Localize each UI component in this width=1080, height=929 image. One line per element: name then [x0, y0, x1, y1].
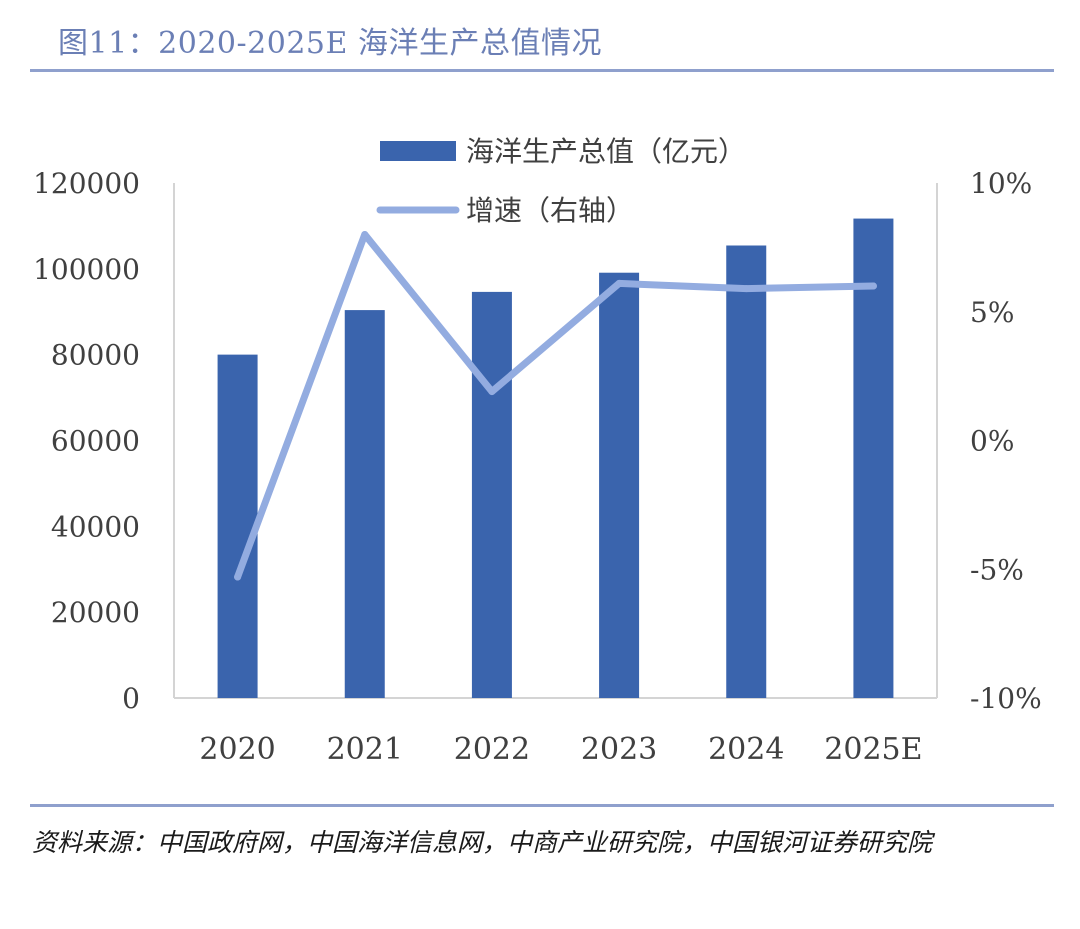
growth-point-2020: [234, 573, 242, 581]
right-tick-label: 10%: [970, 167, 1032, 200]
left-tick-label: 20000: [51, 596, 140, 629]
right-tick-label: 5%: [970, 296, 1014, 329]
source-rule: [30, 804, 1054, 807]
figure-title: 图11：2020-2025E 海洋生产总值情况: [58, 26, 602, 61]
x-tick-label: 2023: [581, 732, 657, 767]
left-tick-label: 0: [122, 682, 140, 715]
left-tick-label: 40000: [51, 510, 140, 543]
bar-2025E: [853, 218, 894, 698]
growth-point-2022: [488, 388, 496, 396]
bar-2020: [217, 354, 258, 698]
right-tick-label: -10%: [970, 682, 1042, 715]
left-tick-label: 120000: [33, 167, 140, 200]
left-tick-label: 60000: [51, 425, 140, 458]
growth-point-2024: [742, 285, 750, 293]
x-tick-label: 2021: [327, 732, 403, 767]
title-rule: [30, 69, 1054, 72]
x-tick-label: 2024: [708, 732, 784, 767]
legend-bar-swatch: [380, 141, 456, 161]
right-tick-label: -5%: [970, 553, 1024, 586]
bar-2023: [599, 272, 640, 698]
legend-bar-label: 海洋生产总值（亿元）: [466, 135, 746, 168]
legend-line-label: 增速（右轴）: [466, 194, 634, 227]
left-tick-label: 80000: [51, 339, 140, 372]
growth-point-2021: [361, 231, 369, 238]
growth-line: [234, 231, 877, 581]
right-tick-label: 0%: [970, 425, 1014, 458]
left-tick-label: 100000: [33, 253, 140, 286]
x-tick-label: 2020: [199, 732, 275, 767]
chart: 0 20000 40000 60000 80000 100000 120000 -10% -5%…: [33, 135, 1042, 767]
x-tick-label: 2022: [454, 732, 530, 767]
growth-point-2023: [615, 279, 623, 287]
bar-2024: [726, 245, 767, 699]
x-tick-label: 2025E: [824, 732, 922, 767]
bar-2022: [471, 291, 512, 698]
bar-2021: [344, 310, 385, 698]
growth-point-2025E: [869, 282, 877, 290]
source-note: 资料来源：中国政府网，中国海洋信息网，中商产业研究院，中国银河证券研究院: [32, 828, 933, 857]
